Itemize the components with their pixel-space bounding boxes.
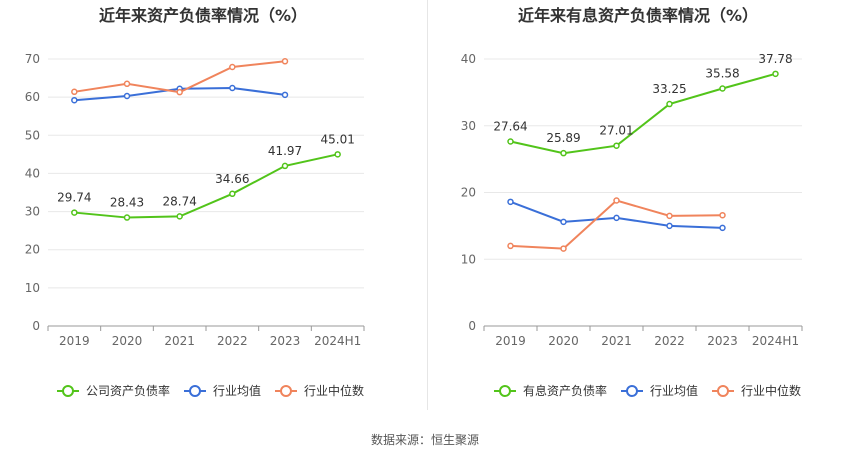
y-tick-label: 0	[32, 319, 40, 333]
y-tick-label: 0	[468, 319, 476, 333]
data-point	[666, 100, 673, 108]
y-tick-label: 20	[461, 186, 476, 200]
data-point	[71, 88, 78, 96]
legend-label: 公司资产负债率	[86, 383, 170, 398]
data-point	[281, 58, 289, 65]
data-point	[560, 149, 567, 157]
data-point	[613, 142, 620, 149]
data-label: 28.74	[162, 194, 196, 208]
legend-item: 行业中位数	[275, 383, 364, 398]
data-label: 35.58	[705, 67, 739, 81]
legend-swatch-marker	[717, 385, 729, 397]
data-point	[334, 151, 341, 158]
legend-item: 公司资产负债率	[57, 383, 170, 398]
x-tick-label: 2020	[548, 334, 579, 348]
data-label: 29.74	[57, 191, 91, 205]
legend-item: 行业均值	[184, 383, 261, 398]
chart-panel-2: 近年来有息资产负债率情况（%） 0 10 20 30 40 2019 2020 2021 2022…	[461, 6, 803, 398]
data-point	[772, 70, 779, 78]
data-point	[613, 214, 620, 222]
y-tick-label: 30	[25, 205, 40, 219]
legend-label: 行业中位数	[741, 383, 801, 398]
data-point	[666, 222, 673, 230]
legend-label: 行业均值	[650, 383, 698, 398]
legend-label: 行业均值	[213, 383, 261, 398]
data-label: 27.64	[493, 120, 527, 134]
data-point	[229, 63, 236, 71]
x-tick-label: 2020	[112, 334, 143, 348]
y-tick-label: 10	[461, 252, 476, 266]
x-tick-label: 2019	[495, 334, 526, 348]
legend-swatch-marker	[626, 385, 638, 397]
data-label: 27.01	[599, 124, 633, 138]
data-source-note: 数据来源：恒生聚源	[370, 433, 479, 447]
data-point	[176, 213, 183, 220]
data-label: 33.25	[652, 82, 686, 96]
data-point	[71, 96, 78, 104]
data-label: 41.97	[268, 144, 302, 158]
data-point	[71, 209, 78, 216]
data-label: 28.43	[110, 196, 144, 210]
y-tick-label: 40	[461, 52, 476, 66]
data-point	[176, 88, 183, 96]
data-point	[560, 218, 567, 226]
y-tick-label: 30	[461, 119, 476, 133]
legend-label: 有息资产负债率	[523, 383, 607, 398]
series-line	[510, 199, 723, 250]
data-point	[123, 92, 131, 100]
y-tick-label: 60	[25, 90, 40, 104]
x-tick-label: 2021	[164, 334, 195, 348]
chart-title: 近年来资产负债率情况（%）	[99, 6, 307, 25]
data-point	[507, 198, 514, 206]
legend-label: 行业中位数	[304, 383, 364, 398]
data-point	[719, 85, 726, 92]
data-point	[507, 242, 514, 250]
legend-swatch-marker	[189, 385, 201, 397]
data-point	[507, 138, 514, 145]
data-point	[123, 214, 131, 221]
data-point	[719, 224, 726, 232]
y-tick-label: 10	[25, 281, 40, 295]
legend-item: 行业均值	[621, 383, 698, 398]
x-tick-label: 2022	[217, 334, 248, 348]
y-tick-label: 70	[25, 52, 40, 66]
y-tick-label: 20	[25, 243, 40, 257]
chart-title: 近年来有息资产负债率情况（%）	[518, 6, 758, 25]
data-point	[229, 190, 236, 198]
legend-swatch-marker	[62, 385, 74, 397]
panel-divider	[427, 0, 428, 410]
data-point	[123, 80, 131, 88]
data-point	[719, 211, 726, 219]
x-tick-label: 2024H1	[314, 334, 361, 348]
data-point	[560, 245, 567, 252]
legend-swatch-marker	[499, 385, 511, 397]
data-label: 37.78	[758, 52, 792, 66]
x-tick-label: 2022	[654, 334, 685, 348]
data-point	[613, 197, 620, 204]
legend-swatch-marker	[280, 385, 292, 397]
data-label: 45.01	[320, 132, 354, 146]
x-tick-label: 2024H1	[752, 334, 799, 348]
series-line	[510, 72, 776, 155]
y-tick-label: 40	[25, 166, 40, 180]
data-label: 25.89	[546, 131, 580, 145]
data-label: 34.66	[215, 172, 249, 186]
x-tick-label: 2023	[707, 334, 738, 348]
x-tick-label: 2019	[59, 334, 90, 348]
data-point	[281, 162, 289, 170]
data-point	[281, 91, 289, 99]
series-line	[74, 153, 338, 219]
chart-panel-1: 近年来资产负债率情况（%） 0 10 20 30 40 50 60 70 2019 2020 2021…	[25, 6, 365, 398]
data-point	[229, 84, 236, 92]
y-tick-label: 50	[25, 128, 40, 142]
legend-item: 行业中位数	[712, 383, 801, 398]
x-tick-label: 2021	[601, 334, 632, 348]
x-tick-label: 2023	[270, 334, 301, 348]
data-point	[666, 212, 673, 220]
legend-item: 有息资产负债率	[494, 383, 607, 398]
